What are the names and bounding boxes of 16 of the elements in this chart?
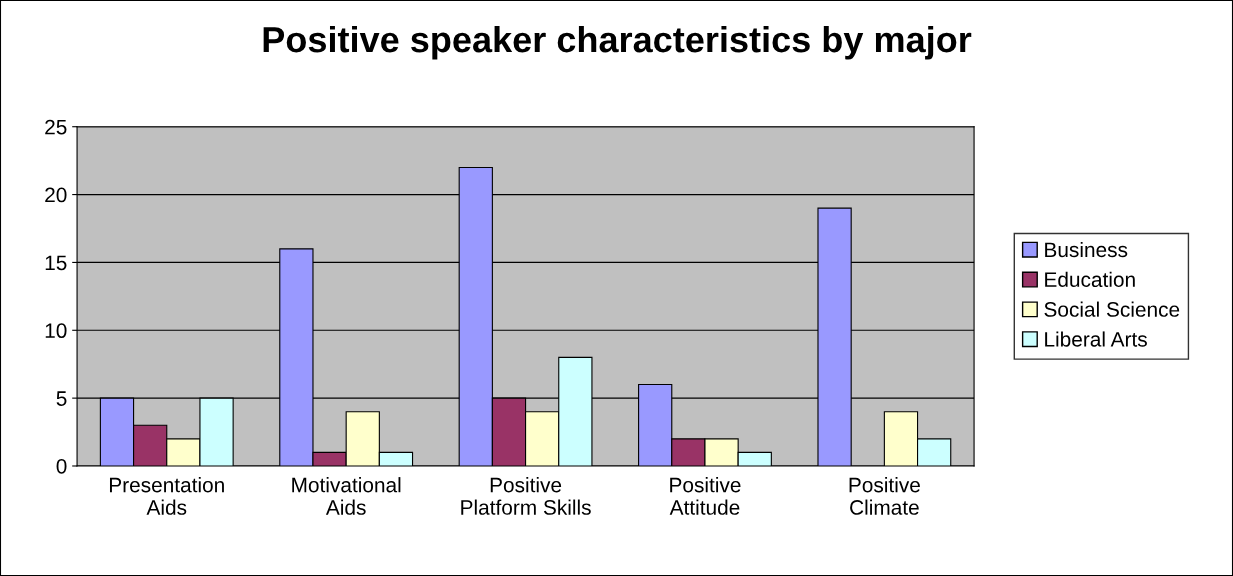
x-tick-label: Positive Climate bbox=[849, 477, 920, 515]
legend-label: Education bbox=[1045, 271, 1135, 288]
y-tick-label: 15 bbox=[45, 255, 67, 271]
legend-label: Social Science bbox=[1044, 301, 1180, 317]
y-tick-label: 25 bbox=[45, 119, 67, 135]
x-tick-label: Presentation Aids bbox=[109, 477, 224, 515]
x-tick-label: Positive Platform Skills bbox=[461, 477, 591, 515]
y-tick-label: 20 bbox=[45, 187, 67, 203]
legend-label: Liberal Arts bbox=[1045, 331, 1147, 347]
y-tick-label: 10 bbox=[45, 323, 67, 339]
x-tick-label: Motivational Aids bbox=[292, 477, 401, 515]
legend-label: Business bbox=[1045, 241, 1128, 258]
x-tick-label: Positive Attitude bbox=[669, 477, 741, 515]
chart-title: Positive speaker characteristics by major bbox=[263, 25, 972, 60]
y-tick-label: 5 bbox=[56, 391, 67, 406]
y-tick-label: 0 bbox=[56, 458, 67, 474]
